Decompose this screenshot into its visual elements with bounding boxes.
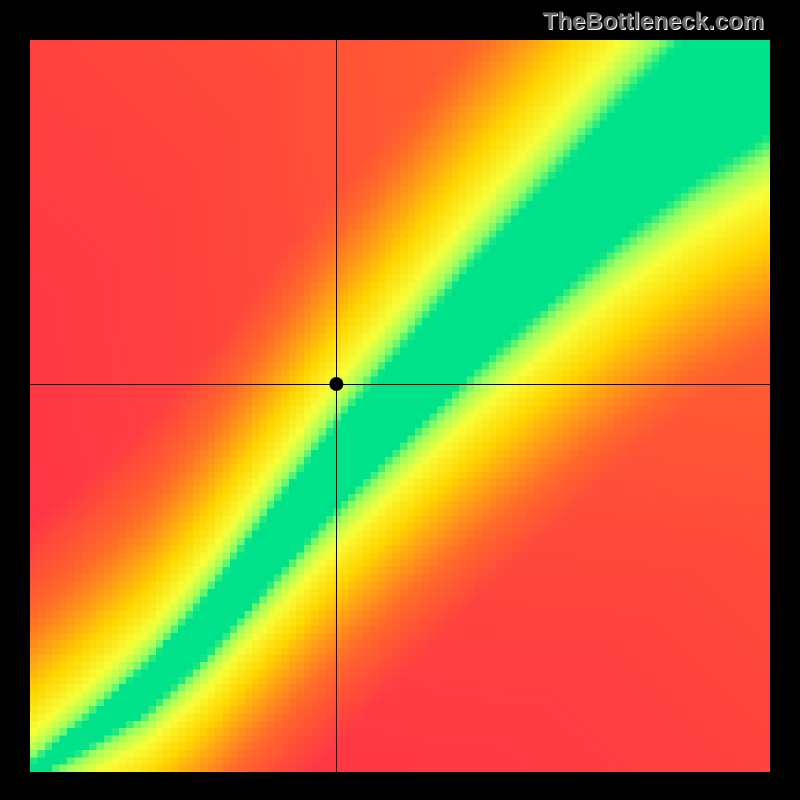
overlay-canvas xyxy=(30,40,770,772)
watermark-text: TheBottleneck.com xyxy=(543,8,764,36)
chart-container: TheBottleneck.com xyxy=(0,0,800,800)
